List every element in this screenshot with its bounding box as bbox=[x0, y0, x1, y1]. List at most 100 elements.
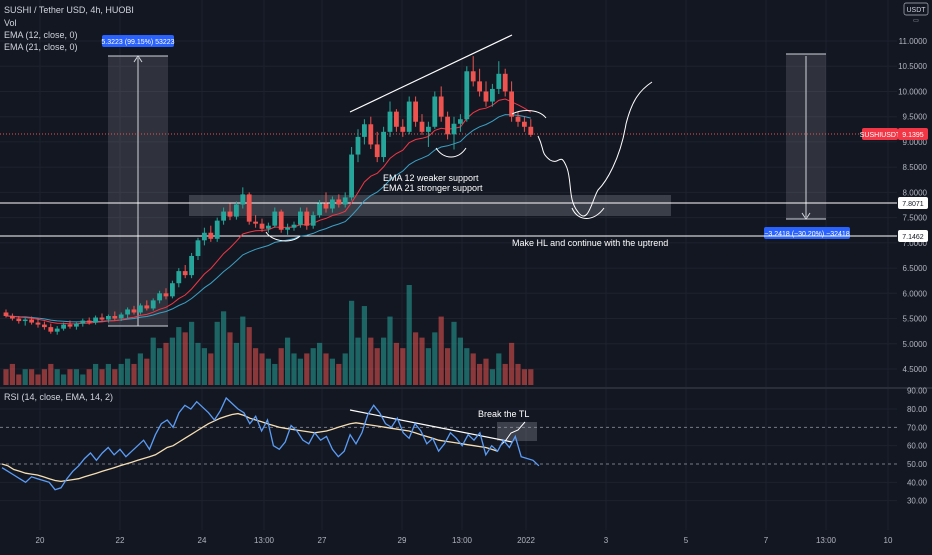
volume-bar bbox=[489, 369, 495, 385]
candle-body bbox=[74, 323, 79, 327]
volume-bar bbox=[432, 332, 438, 385]
candle-body bbox=[304, 211, 310, 226]
time-tick-label: 27 bbox=[318, 536, 327, 545]
volume-bar bbox=[112, 369, 118, 385]
candle-body bbox=[22, 319, 28, 322]
candle-body bbox=[253, 221, 258, 224]
price-tick-label: 9.0000 bbox=[903, 138, 928, 147]
volume-bar bbox=[246, 327, 252, 385]
rsi-break-box[interactable] bbox=[497, 422, 537, 441]
volume-bar bbox=[67, 369, 73, 385]
volume-bar bbox=[310, 348, 316, 385]
projected-path[interactable] bbox=[537, 81, 653, 217]
volume-bar bbox=[349, 300, 355, 385]
candle-body bbox=[342, 197, 348, 205]
candle-body bbox=[323, 203, 329, 209]
rsi-tick-label: 90.00 bbox=[907, 387, 928, 396]
candle-body bbox=[10, 316, 15, 319]
candle-body bbox=[189, 255, 194, 276]
volume-bar bbox=[317, 342, 323, 385]
volume-bar bbox=[425, 348, 431, 385]
support-zone[interactable] bbox=[189, 195, 671, 216]
candle-body bbox=[272, 211, 278, 226]
price-tick-label: 7.0000 bbox=[903, 239, 928, 248]
candle-body bbox=[298, 211, 303, 225]
candle-body bbox=[291, 224, 297, 228]
measure-down-text: −3.2418 (−30.20%) −32418 bbox=[764, 231, 850, 238]
candle-body bbox=[381, 131, 386, 158]
price-tick-label: 4.5000 bbox=[903, 365, 928, 374]
time-tick-label: 2022 bbox=[517, 536, 535, 545]
candle-body bbox=[35, 322, 41, 325]
price-tick-label: 11.0000 bbox=[899, 37, 928, 46]
candle-body bbox=[54, 328, 60, 332]
candle-body bbox=[80, 320, 86, 324]
rsi-line bbox=[1, 396, 540, 491]
level-high-badge-bg bbox=[898, 197, 928, 209]
candle-body bbox=[16, 318, 22, 322]
rsi-trendline[interactable] bbox=[349, 409, 513, 443]
ema-note-2: EMA 21 stronger support bbox=[383, 183, 483, 193]
candle-body bbox=[362, 124, 367, 137]
candle-body bbox=[477, 81, 482, 92]
volume-bar bbox=[176, 327, 182, 385]
volume-bar bbox=[16, 374, 22, 385]
rsi-ema-line bbox=[1, 412, 498, 483]
measure-up-tool[interactable]: 5.3223 (99.15%) 53223 bbox=[101, 35, 175, 327]
candle-body bbox=[349, 154, 354, 198]
volume-bar bbox=[336, 363, 342, 385]
candle-body bbox=[496, 73, 502, 89]
price-axis[interactable]: 11.0000 10.5000 10.0000 9.5000 9.0000 8.5000 8… bbox=[898, 37, 927, 374]
volume-bar bbox=[291, 353, 297, 385]
volume-bar bbox=[201, 348, 207, 385]
volume-bar bbox=[323, 353, 329, 385]
volume-bar bbox=[521, 369, 527, 385]
rsi-break-path bbox=[499, 421, 526, 447]
volume-bar bbox=[464, 348, 470, 385]
candle-body bbox=[208, 232, 214, 239]
candle-body bbox=[106, 316, 111, 320]
volume-bar bbox=[509, 342, 515, 385]
volume-bar bbox=[9, 363, 15, 385]
rsi-tick-label: 50.00 bbox=[907, 460, 928, 469]
candle-body bbox=[432, 96, 438, 127]
volume-bar bbox=[41, 369, 47, 385]
volume-bar bbox=[73, 369, 79, 385]
time-axis[interactable]: 20 22 24 13:00 27 29 13:00 2022 3 5 7 13:00 10 bbox=[36, 536, 893, 545]
measure-down-tool[interactable]: −3.2418 (−30.20%) −32418 bbox=[764, 53, 850, 239]
rsi-label: RSI (14, close, EMA, 14, 2) bbox=[4, 392, 113, 402]
candle-body bbox=[170, 283, 175, 297]
volume-bar bbox=[457, 337, 463, 385]
volume-bars bbox=[3, 285, 534, 385]
symbol-price-badge: 9.1395 bbox=[902, 132, 924, 139]
vol-label: Vol bbox=[4, 18, 17, 28]
lock-icon[interactable]: ▭ bbox=[913, 18, 919, 24]
candle-body bbox=[118, 314, 124, 319]
volume-bar bbox=[182, 332, 188, 385]
symbol-title: SUSHI / Tether USD, 4h, HUOBI bbox=[4, 5, 134, 15]
candle-body bbox=[182, 271, 188, 276]
candle-body bbox=[336, 199, 342, 205]
volume-bar bbox=[61, 374, 67, 385]
candle-body bbox=[483, 91, 489, 102]
candle-body bbox=[413, 101, 418, 122]
upper-trendline[interactable] bbox=[349, 34, 513, 113]
volume-bar bbox=[413, 332, 419, 385]
candle-body bbox=[234, 204, 239, 217]
currency-badge[interactable]: USDT bbox=[906, 7, 926, 14]
currency-badge-bg bbox=[903, 2, 929, 16]
volume-bar bbox=[29, 369, 35, 385]
hl-note: Make HL and continue with the uptrend bbox=[512, 238, 668, 248]
volume-bar bbox=[105, 363, 111, 385]
candle-body bbox=[176, 271, 182, 284]
level-low-badge: 7.1462 bbox=[902, 234, 924, 241]
volume-bar bbox=[99, 369, 105, 385]
candle-body bbox=[374, 144, 380, 158]
rsi-axis[interactable]: 90.00 80.00 70.00 60.00 50.00 40.00 30.00 bbox=[907, 387, 928, 506]
candle-body bbox=[406, 101, 412, 132]
measure-up-arrowhead bbox=[133, 55, 143, 63]
candle-body bbox=[3, 312, 9, 317]
candle-body bbox=[278, 211, 284, 230]
candle-body bbox=[266, 225, 271, 229]
